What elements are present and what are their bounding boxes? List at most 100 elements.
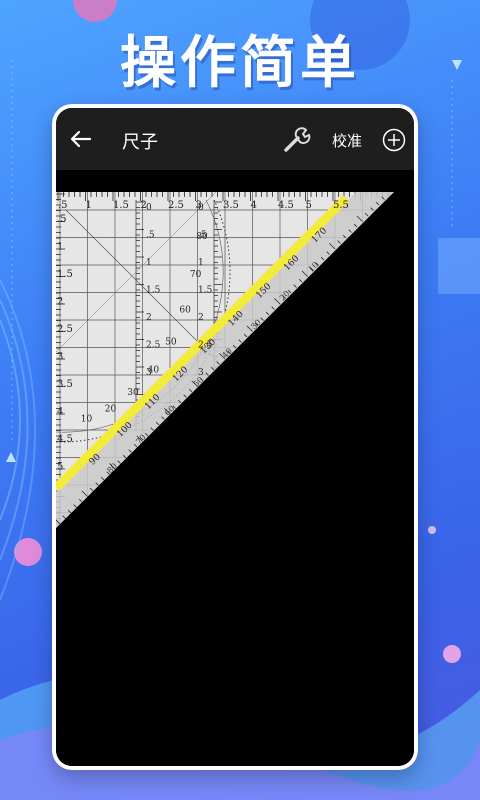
phone-screen: 尺子 校准: [56, 108, 414, 766]
hypotenuse-tick: [337, 240, 341, 244]
inner-scale-label: 0: [198, 203, 204, 213]
calibrate-button[interactable]: 校准: [332, 132, 363, 150]
add-circle-icon[interactable]: [382, 128, 406, 152]
inner-scale-label: 1.5: [198, 286, 213, 296]
left-scale-label: 2: [57, 297, 63, 308]
hypotenuse-tick: [293, 284, 297, 288]
protractor-label: 50: [165, 338, 177, 348]
hypotenuse-tick: [246, 325, 253, 332]
inner-scale-label: .5: [146, 231, 155, 241]
top-scale-label: 4: [251, 200, 257, 211]
inner-scale-label: 0: [146, 203, 152, 213]
hypotenuse-tick: [136, 435, 143, 442]
protractor-label: 60: [179, 306, 191, 316]
page-title: 尺子: [122, 132, 158, 153]
hypotenuse-tick: [172, 405, 176, 409]
top-scale-label: 1: [86, 200, 92, 211]
hypotenuse-tick: [128, 449, 132, 453]
protractor-label: 70: [190, 270, 202, 280]
set-square-ruler[interactable]: 9010011012013014015016017080706050403020…: [56, 170, 414, 766]
hypotenuse-tick: [89, 487, 94, 492]
hypotenuse-tick: [265, 311, 270, 316]
top-scale-label: 1.5: [113, 200, 129, 211]
hypotenuse-tick: [67, 509, 72, 514]
hypotenuse-tick: [282, 295, 286, 299]
inner-scale-label: 1: [146, 258, 152, 268]
left-scale-label: 4.5: [57, 434, 73, 445]
top-scale-label: 2.5: [168, 200, 184, 211]
left-scale-label: 4: [57, 407, 63, 418]
hypotenuse-tick: [144, 432, 149, 437]
hypotenuse-tick: [81, 490, 88, 497]
hypotenuse-tick: [227, 350, 231, 354]
hypotenuse-tick: [106, 471, 110, 475]
left-scale-label: 2.5: [57, 324, 73, 335]
inner-scale-label: 3: [198, 368, 204, 378]
inner-scale-label: .5: [198, 231, 207, 241]
top-scale-label: 4.5: [278, 200, 294, 211]
hypotenuse-tick: [238, 339, 242, 343]
hypotenuse-tick: [155, 421, 160, 426]
hypotenuse-tick: [177, 399, 182, 404]
protractor-label: 80: [196, 232, 208, 242]
hypotenuse-tick: [100, 476, 105, 481]
hypotenuse-tick: [133, 443, 138, 448]
hypotenuse-tick: [62, 515, 66, 519]
back-arrow-icon[interactable]: [66, 124, 96, 154]
hypotenuse-tick: [364, 212, 369, 217]
hypotenuse-tick: [109, 463, 116, 470]
hypotenuse-tick: [216, 361, 220, 365]
app-bar: 尺子 校准: [56, 108, 414, 170]
hypotenuse-tick: [348, 229, 352, 233]
hypotenuse-tick: [122, 454, 127, 459]
hypotenuse-tick: [381, 196, 385, 200]
hypotenuse-tick: [342, 234, 347, 239]
hypotenuse-tick: [326, 251, 330, 255]
top-scale-label: .5: [58, 200, 68, 211]
hypotenuse-tick: [274, 298, 281, 305]
top-scale-label: 3: [196, 200, 202, 211]
hypotenuse-tick: [287, 289, 292, 294]
hypotenuse-tick: [117, 460, 121, 464]
hypotenuse-tick: [56, 519, 61, 525]
hypotenuse-tick: [78, 498, 83, 503]
hypotenuse-tick: [254, 322, 259, 327]
hypotenuse-tick: [210, 366, 215, 371]
hypotenuse-tick: [375, 201, 380, 206]
protractor-label: 40: [148, 365, 160, 375]
hypotenuse-tick: [320, 256, 325, 261]
protractor-label: 10: [81, 415, 93, 425]
inner-scale-label: 2: [146, 313, 152, 323]
guide-line-diagonal: [56, 192, 217, 353]
hypotenuse-tick: [329, 243, 336, 250]
hypotenuse-tick: [219, 353, 226, 360]
hypotenuse-tick: [164, 408, 171, 415]
inner-scale-label: 2.5: [146, 341, 161, 351]
inner-scale-label: 2.5: [198, 341, 213, 351]
hypotenuse-tick: [260, 317, 264, 321]
top-scale-label: 5.5: [333, 200, 349, 211]
inner-scale-label: 2: [198, 313, 204, 323]
protractor-label: 20: [105, 404, 117, 414]
hypotenuse-tick: [73, 504, 77, 508]
hypotenuse-tick: [353, 223, 358, 228]
ruler-canvas: 9010011012013014015016017080706050403020…: [56, 170, 414, 766]
top-scale-label: 2: [141, 200, 147, 211]
hypotenuse-tick: [243, 333, 248, 338]
left-scale-label: .5: [57, 214, 67, 225]
hypotenuse-tick: [309, 267, 314, 272]
hypotenuse-tick: [301, 270, 308, 277]
hypotenuse-tick: [183, 394, 187, 398]
hypotenuse-yellow-stripe: [56, 194, 350, 492]
phone-frame: 尺子 校准: [52, 104, 418, 770]
wrench-icon[interactable]: [282, 126, 312, 154]
hypotenuse-tick: [191, 380, 198, 387]
left-scale-label: 1: [57, 242, 63, 253]
hypotenuse-tick: [271, 306, 275, 310]
promo-headline: 操作简单: [120, 30, 360, 96]
inner-scale-label: 1: [198, 258, 204, 268]
hypotenuse-tick: [356, 215, 363, 222]
top-scale-label: 5: [306, 200, 312, 211]
hypotenuse-tick: [199, 377, 204, 382]
hypotenuse-tick: [315, 262, 319, 266]
